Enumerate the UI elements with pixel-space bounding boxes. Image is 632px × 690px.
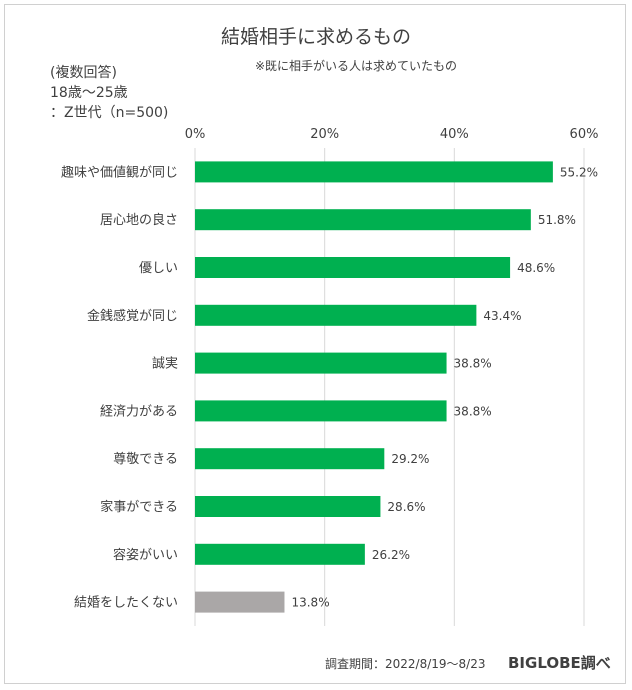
category-label: 家事ができる — [100, 499, 178, 515]
note-age-range: 18歳〜25歳 — [50, 85, 128, 101]
data-label: 29.2% — [391, 452, 429, 466]
x-tick-label: 0% — [185, 127, 206, 142]
bar — [195, 352, 447, 374]
category-label: 尊敬できる — [113, 451, 178, 467]
x-tick-label: 60% — [570, 127, 599, 142]
bar — [195, 304, 477, 326]
bar — [195, 209, 531, 231]
data-label: 13.8% — [291, 596, 329, 610]
category-label: 居心地の良さ — [100, 212, 178, 228]
data-label: 26.2% — [372, 548, 410, 562]
note-multiple-answers: (複数回答) — [50, 65, 117, 81]
bar — [195, 257, 511, 278]
x-tick-label: 40% — [440, 127, 469, 142]
category-label: 趣味や価値観が同じ — [61, 164, 178, 180]
category-label: 優しい — [139, 261, 178, 276]
survey-period: 調査期間：2022/8/19〜8/23 — [325, 657, 486, 671]
bar — [195, 161, 553, 183]
data-label: 38.8% — [454, 404, 492, 418]
data-label: 48.6% — [517, 261, 555, 275]
category-label: 結婚をしたくない — [74, 596, 178, 611]
bar — [195, 591, 285, 613]
data-label: 28.6% — [387, 500, 425, 514]
category-label: 経済力がある — [100, 403, 178, 419]
data-label: 51.8% — [538, 213, 576, 227]
category-label: 金銭感覚が同じ — [87, 308, 178, 324]
data-label: 38.8% — [454, 357, 492, 371]
bar — [195, 543, 365, 565]
x-tick-label: 20% — [310, 127, 339, 142]
category-label: 容姿がいい — [113, 547, 178, 563]
bar — [195, 496, 381, 517]
note-sample: ：Z世代（n=500) — [50, 105, 169, 121]
chart-frame — [4, 4, 626, 684]
brand-credit: BIGLOBE調べ — [508, 654, 611, 672]
chart-subtitle: ※既に相手がいる人は求めていたもの — [254, 59, 458, 73]
category-label: 誠実 — [152, 356, 178, 372]
bar — [195, 448, 385, 470]
data-label: 43.4% — [483, 309, 521, 323]
data-label: 55.2% — [560, 165, 598, 179]
bar — [195, 400, 447, 422]
chart-title: 結婚相手に求めるもの — [220, 26, 411, 48]
